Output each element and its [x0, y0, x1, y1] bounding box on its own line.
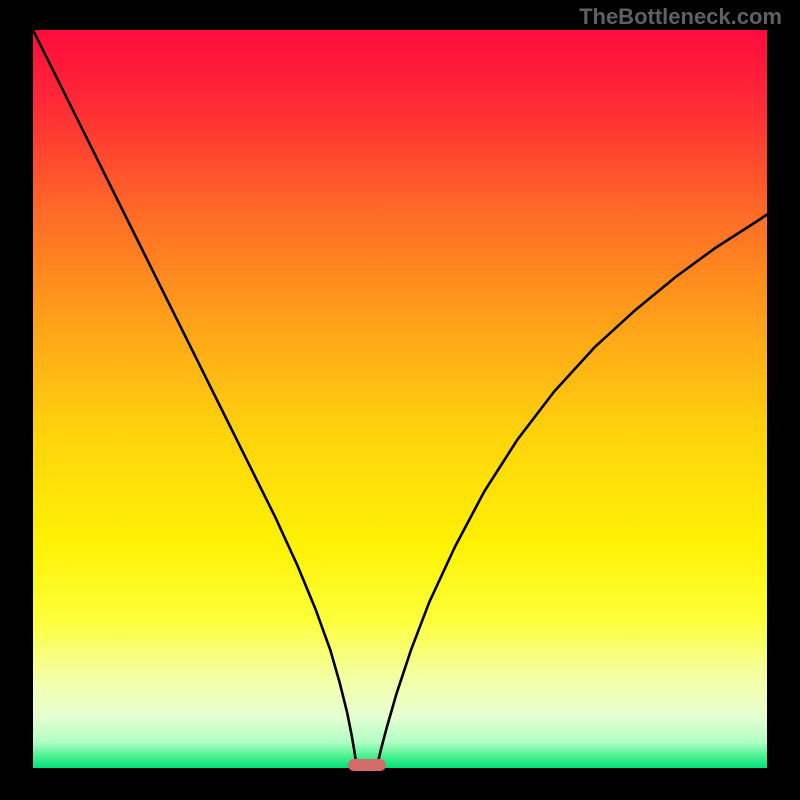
minimum-marker — [348, 759, 386, 771]
watermark: TheBottleneck.com — [579, 4, 782, 30]
curve-layer — [33, 30, 767, 768]
curve-left-branch — [33, 30, 356, 762]
curve-right-branch — [378, 215, 767, 763]
plot-area — [33, 30, 767, 768]
